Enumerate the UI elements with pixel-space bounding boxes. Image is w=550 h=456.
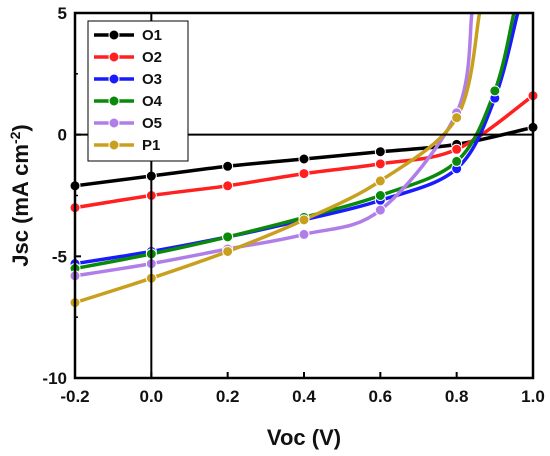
series-point-o5: [298, 228, 310, 240]
x-axis-ticks: -0.2 0.0 0.2 0.4 0.6 0.8 1.0: [60, 372, 545, 406]
series-point-o2: [222, 180, 234, 192]
x-tick-label: 0.2: [216, 387, 240, 406]
legend-label-p1: P1: [142, 137, 160, 154]
x-tick-label: 0.4: [292, 387, 316, 406]
legend-label-o1: O1: [142, 27, 162, 44]
series-point-o1: [374, 146, 386, 158]
legend-marker-o1: [108, 29, 120, 41]
series-point-o4: [489, 85, 501, 97]
legend-label-o5: O5: [142, 115, 162, 132]
legend-label-o4: O4: [142, 93, 163, 110]
series-point-p1: [451, 112, 463, 124]
series-point-p1: [298, 214, 310, 226]
series-point-o1: [298, 153, 310, 165]
y-axis-ticks: -10 -5 0 5: [42, 4, 81, 388]
x-axis-label: Voc (V): [267, 425, 341, 450]
legend-marker-o3: [108, 73, 120, 85]
legend: O1 O2 O3 O4 O5 P1: [87, 20, 189, 162]
series-point-p1: [222, 245, 234, 257]
y-tick-label: -10: [42, 369, 67, 388]
y-axis-label-main: Jsc (mA cm: [8, 144, 33, 267]
y-axis-label-close: ): [8, 124, 33, 131]
series-point-o2: [374, 158, 386, 170]
series-point-o2: [451, 143, 463, 155]
series-point-o4: [451, 155, 463, 167]
legend-box: [87, 20, 189, 162]
x-tick-label: 0.8: [445, 387, 469, 406]
x-tick-label: 0.0: [140, 387, 164, 406]
y-axis-label-superscript: -2: [7, 131, 23, 144]
y-tick-label: -5: [52, 247, 67, 266]
legend-label-o3: O3: [142, 71, 162, 88]
series-point-o1: [222, 160, 234, 172]
y-tick-label: 0: [58, 126, 67, 145]
series-point-o5: [374, 204, 386, 216]
x-tick-label: 1.0: [521, 387, 545, 406]
series-point-o2: [298, 168, 310, 180]
legend-marker-o5: [108, 117, 120, 129]
series-point-o4: [222, 231, 234, 243]
legend-label-o2: O2: [142, 49, 162, 66]
y-tick-label: 5: [58, 4, 67, 23]
x-tick-label: -0.2: [60, 387, 89, 406]
x-tick-label: 0.6: [369, 387, 393, 406]
series-point-p1: [374, 175, 386, 187]
series-point-o4: [374, 190, 386, 201]
y-axis-label: Jsc (mA cm-2): [7, 124, 33, 266]
legend-marker-p1: [108, 139, 120, 151]
legend-marker-o2: [108, 51, 120, 63]
legend-marker-o4: [108, 95, 120, 107]
